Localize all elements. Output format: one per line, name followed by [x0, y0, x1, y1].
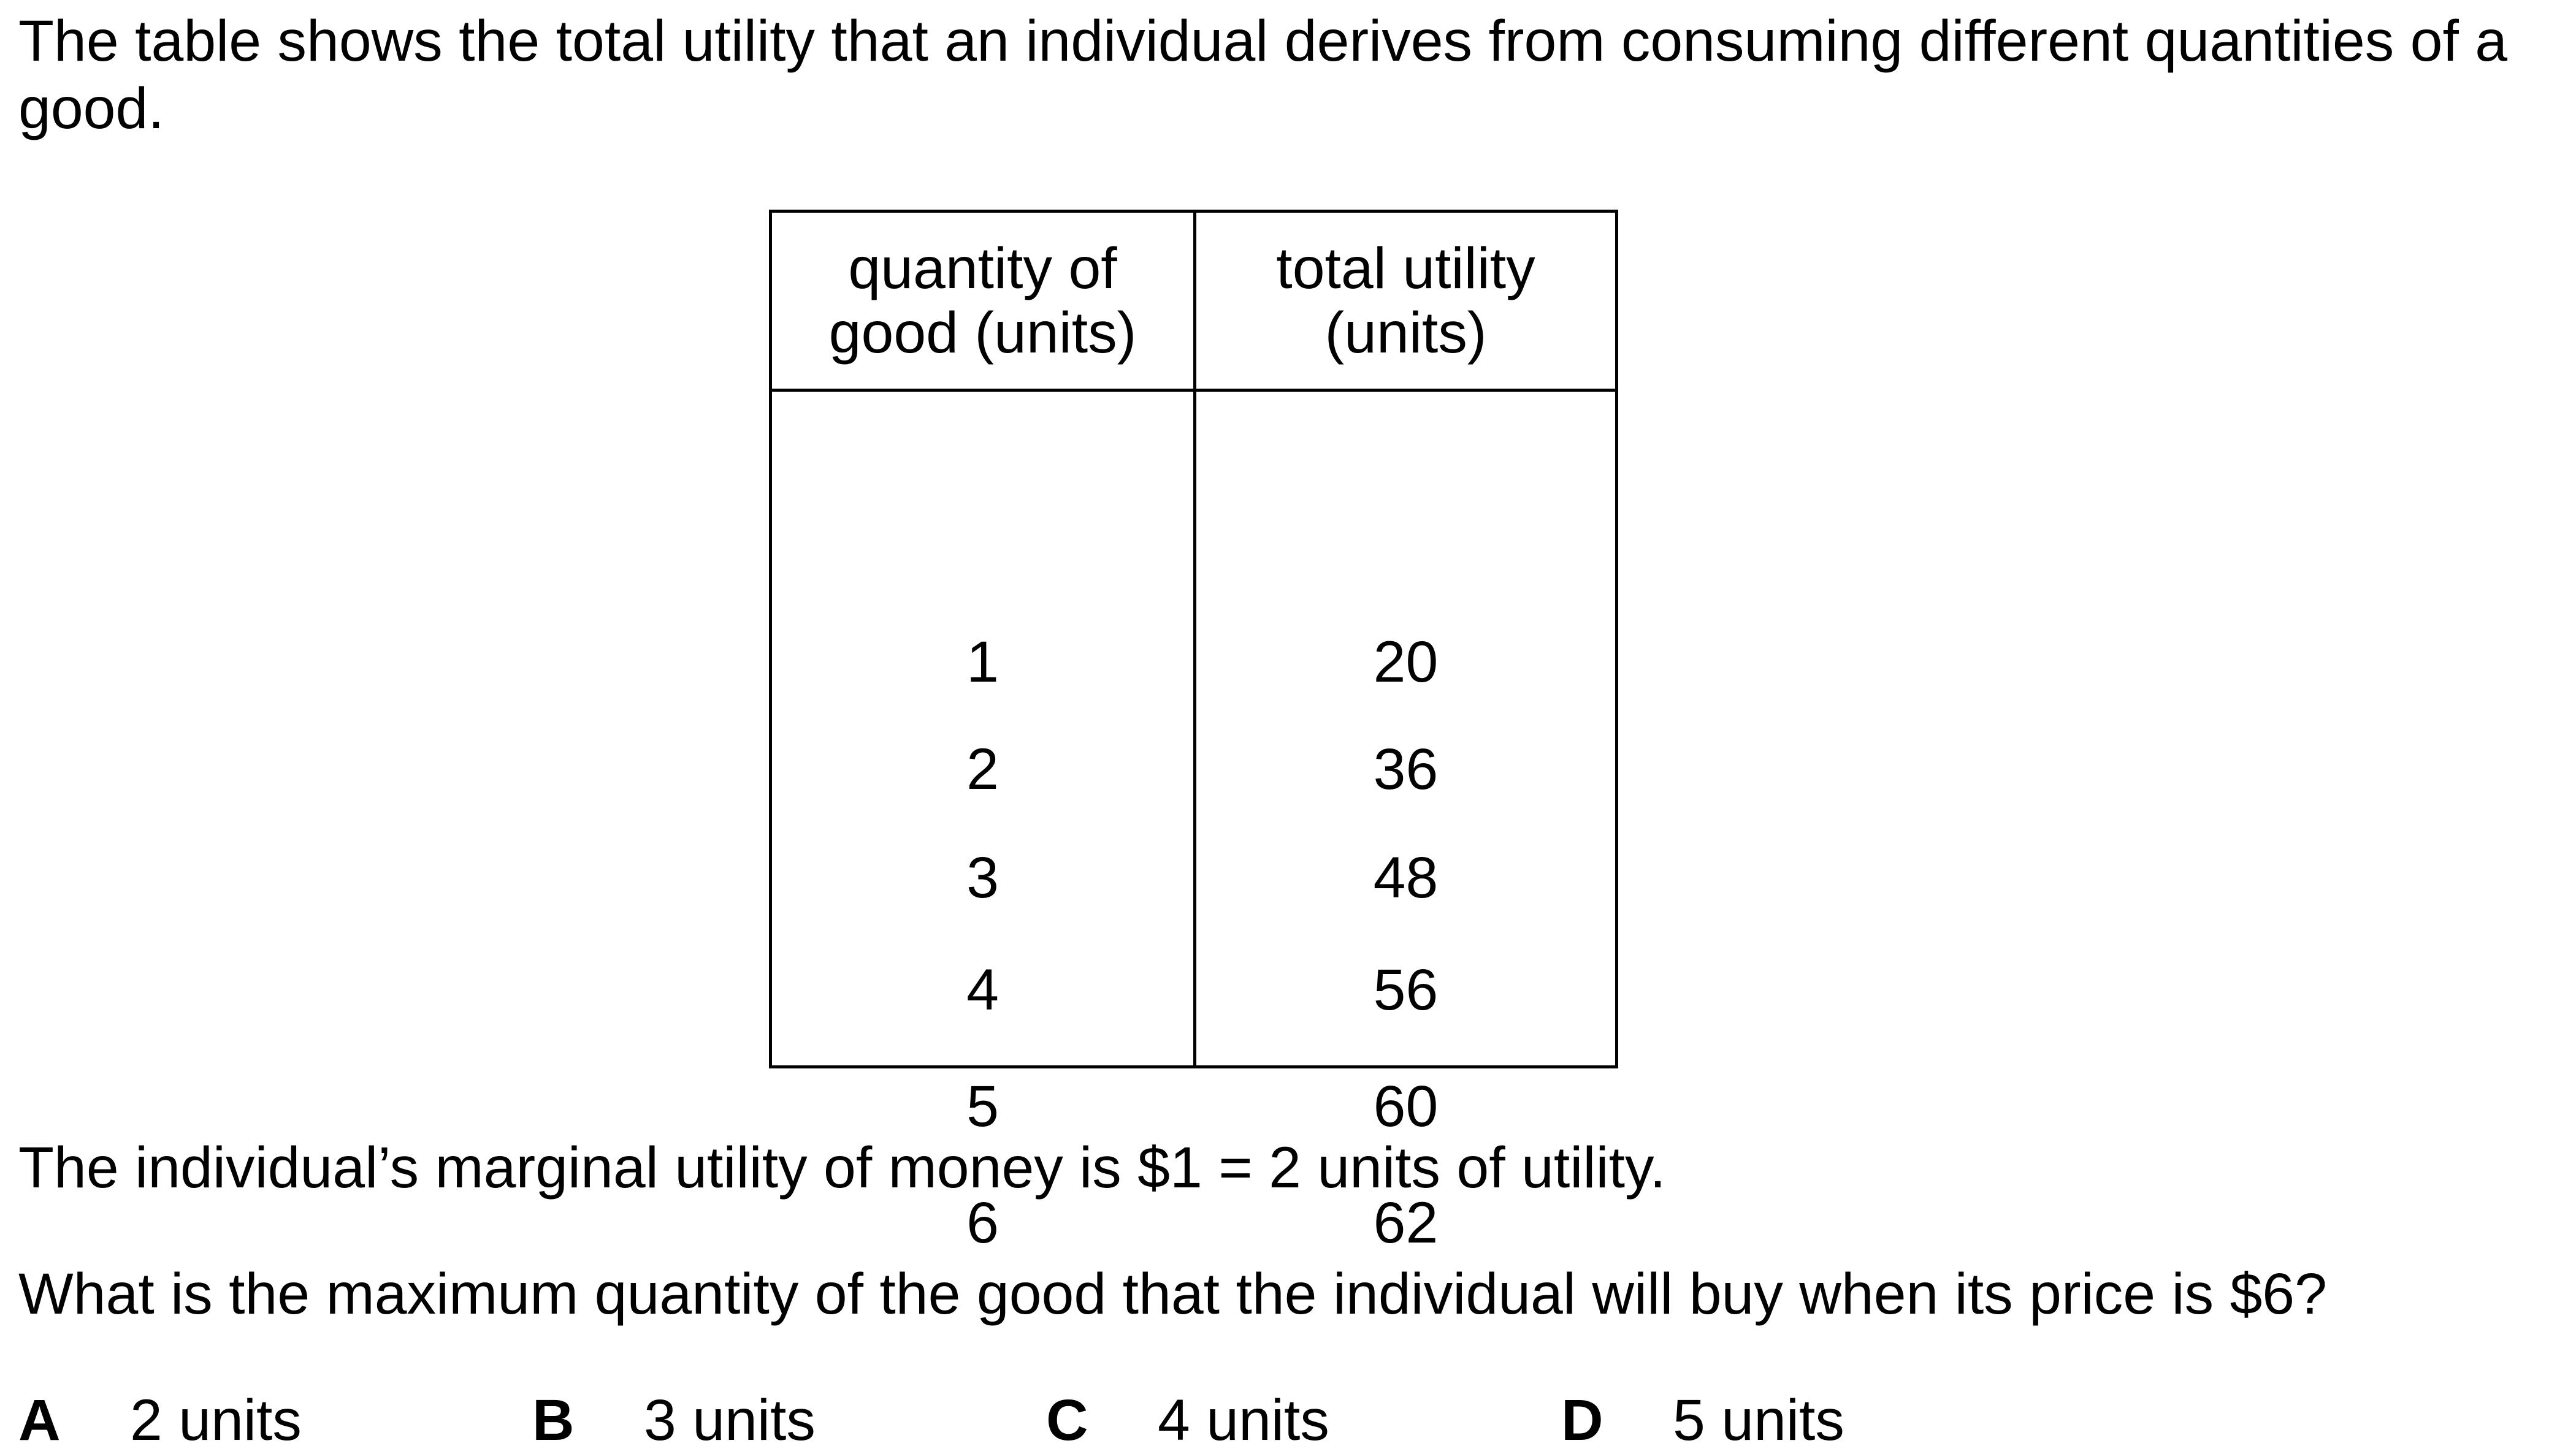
utility-cell: 48 — [1373, 845, 1439, 910]
option-d-letter[interactable]: D — [1561, 1388, 1603, 1453]
question-text: What is the maximum quantity of the good… — [18, 1262, 2327, 1326]
quantity-cell: 5 — [966, 1074, 999, 1139]
option-a-text[interactable]: 2 units — [130, 1388, 302, 1453]
utility-cell: 62 — [1373, 1190, 1439, 1255]
quantity-cell: 4 — [966, 957, 999, 1022]
header-utility-line-2: (units) — [1324, 300, 1487, 365]
quantity-cell: 1 — [966, 630, 999, 695]
column-divider — [1193, 213, 1196, 1065]
utility-cell: 60 — [1373, 1074, 1439, 1139]
option-d-text[interactable]: 5 units — [1673, 1388, 1844, 1453]
utility-cell: 36 — [1373, 737, 1439, 802]
statement-text: The individual’s marginal utility of mon… — [18, 1135, 1666, 1200]
option-b-text[interactable]: 3 units — [644, 1388, 816, 1453]
option-c-text[interactable]: 4 units — [1158, 1388, 1329, 1453]
utility-table: quantity of good (units) total utility (… — [769, 210, 1618, 1255]
intro-line-1: The table shows the total utility that a… — [18, 9, 2508, 74]
header-utility-line-1: total utility — [1276, 235, 1535, 301]
quantity-cell: 3 — [966, 845, 999, 910]
header-divider — [772, 389, 1615, 392]
option-a-letter[interactable]: A — [18, 1388, 61, 1453]
utility-cell: 56 — [1373, 957, 1439, 1022]
header-quantity-line-2: good (units) — [828, 300, 1137, 365]
quantity-cell: 6 — [966, 1190, 999, 1255]
quantity-cell: 2 — [966, 737, 999, 802]
utility-cell: 20 — [1373, 630, 1439, 695]
option-b-letter[interactable]: B — [532, 1388, 575, 1453]
option-c-letter[interactable]: C — [1046, 1388, 1088, 1453]
header-quantity: quantity of good (units) — [772, 213, 1193, 389]
header-quantity-line-1: quantity of — [848, 235, 1117, 301]
header-total-utility: total utility (units) — [1196, 213, 1615, 389]
intro-text: The table shows the total utility that a… — [18, 7, 2532, 142]
intro-line-2: good. — [18, 76, 164, 141]
